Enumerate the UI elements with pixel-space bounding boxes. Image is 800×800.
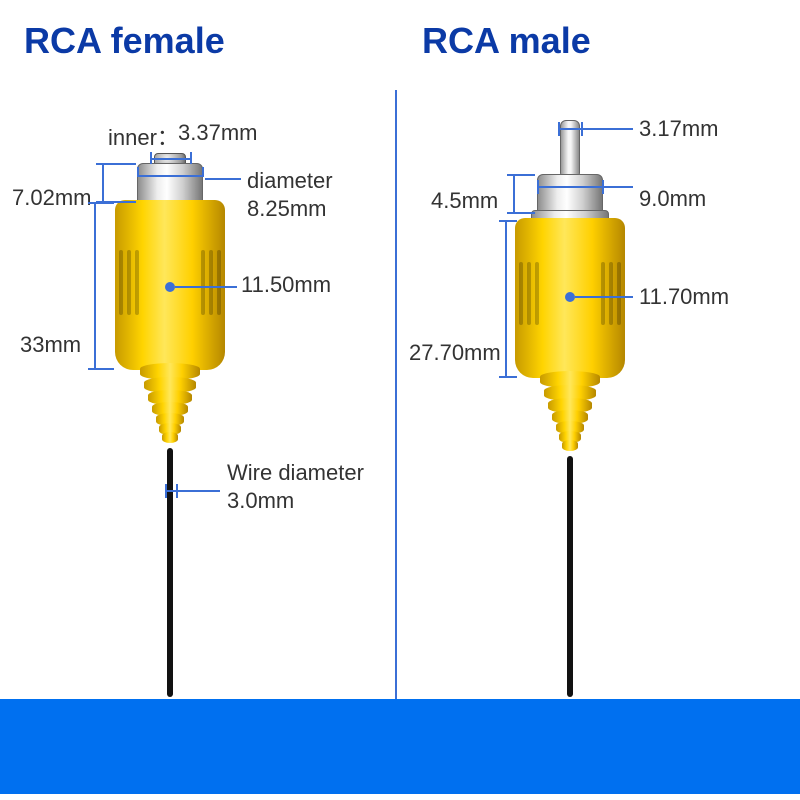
dim-wire-label: Wire diameter [227, 460, 364, 486]
dim-bw-value: 11.50mm [241, 272, 331, 298]
dim-mmh-bot [507, 212, 535, 214]
dim-mbh-top [499, 220, 517, 222]
dim-wire-lead [176, 490, 220, 492]
female-metal-outer [137, 163, 203, 203]
male-strain-relief [540, 374, 600, 451]
dim-mbh-v [505, 220, 507, 378]
male-metal-outer [537, 174, 603, 214]
dim-bh-top [88, 202, 114, 204]
dim-mbw-dot [565, 292, 575, 302]
dim-mbh-bot [499, 376, 517, 378]
dim-inner-tick-r [190, 152, 192, 164]
dim-mh-v [102, 163, 104, 203]
dim-wire-tick-l [165, 484, 167, 498]
dim-pin-lead [581, 128, 633, 130]
female-grip-right [201, 250, 221, 315]
dim-inner-line [150, 158, 192, 160]
dim-mmh-value: 4.5mm [431, 188, 498, 214]
dim-mmh-v [513, 174, 515, 214]
dim-diam-label: diameter [247, 168, 333, 194]
dim-diam-value: 8.25mm [247, 196, 326, 222]
dim-bh-bot [88, 368, 114, 370]
female-grip-left [119, 250, 139, 315]
dim-pin-tick-l [558, 122, 560, 136]
dim-inner-tick-l [150, 152, 152, 164]
dim-mmd-span [537, 186, 603, 188]
dim-bh-v [94, 202, 96, 370]
dim-mbw-value: 11.70mm [639, 284, 729, 310]
male-grip-right [601, 262, 621, 325]
dim-mmd-value: 9.0mm [639, 186, 706, 212]
male-cable [567, 456, 573, 697]
dim-inner-value: 3.37mm [178, 120, 257, 146]
dim-mbh-value: 27.70mm [409, 340, 501, 366]
male-grip-left [519, 262, 539, 325]
dim-mmd-lead [603, 186, 633, 188]
dim-inner-label: inner： [108, 120, 179, 152]
female-cable [167, 448, 173, 697]
dim-mmd-tick-l [537, 180, 539, 194]
dim-pin-tick-r [581, 122, 583, 136]
female-strain-relief [140, 366, 200, 443]
dim-diam-span [137, 175, 203, 177]
dim-metal-h-value: 7.02mm [12, 185, 91, 211]
dim-pin-span [559, 128, 583, 130]
dim-bh-value: 33mm [20, 332, 81, 358]
left-panel: inner： 3.37mm 7.02mm diameter 8.25mm 11.… [0, 0, 395, 700]
dim-bw-lead [175, 286, 237, 288]
dim-mmh-top [507, 174, 535, 176]
dim-bw-dot [165, 282, 175, 292]
dim-wire-tick-r [176, 484, 178, 498]
dim-mbw-lead [575, 296, 633, 298]
dim-pin-value: 3.17mm [639, 116, 718, 142]
dim-diam-lead [205, 178, 241, 180]
dim-wire-value: 3.0mm [227, 488, 294, 514]
right-panel: 3.17mm 4.5mm 9.0mm 11.70mm 27.70mm [395, 0, 800, 700]
bottom-band [0, 699, 800, 794]
